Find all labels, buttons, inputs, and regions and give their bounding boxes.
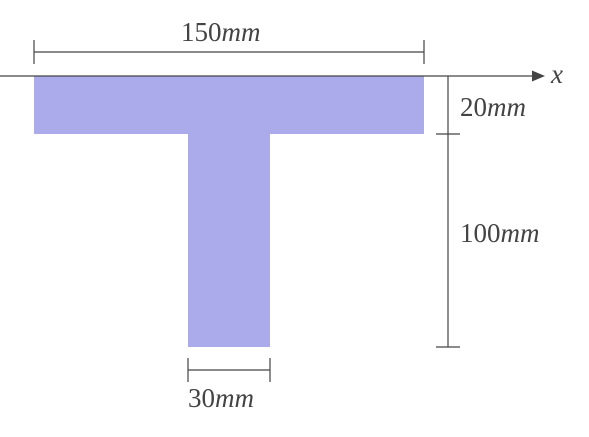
web-height-label: 100mm [460,218,540,248]
flange-width-value: 150 [181,17,222,47]
flange-width-unit: mm [222,17,261,47]
flange-thickness-value: 20 [460,92,487,122]
flange-thickness-unit: mm [487,92,526,122]
web-width-label: 30mm [188,383,254,413]
x-axis-label: x [550,59,563,89]
flange-width-label: 150mm [181,17,261,47]
web-width-unit: mm [215,383,254,413]
flange [34,76,424,134]
flange-width-dimension: 150mm [33,17,425,64]
web-height-unit: mm [501,218,540,248]
height-dimensions: 20mm 100mm [436,76,540,348]
web-width-dimension: 30mm [187,358,271,413]
web [188,134,270,347]
x-axis-arrow-icon [532,70,545,82]
web-height-value: 100 [460,218,501,248]
flange-thickness-label: 20mm [460,92,526,122]
web-width-value: 30 [188,383,215,413]
